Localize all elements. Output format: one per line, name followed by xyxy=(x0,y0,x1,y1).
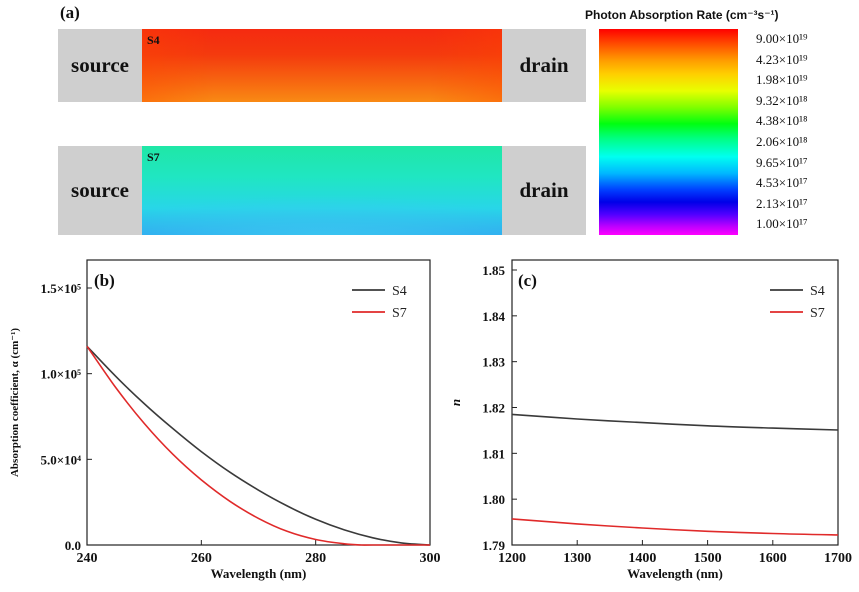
x-axis-label-c: Wavelength (nm) xyxy=(627,566,723,581)
drain-contact-s7: drain xyxy=(502,146,586,235)
x-tick-label-c: 1600 xyxy=(759,551,787,566)
colorbar-tick-label: 2.13×10¹⁷ xyxy=(756,195,808,211)
y-axis-label-b: Absorption coefficient, α (cm⁻¹) xyxy=(9,328,21,477)
y-tick-label-b: 1.5×10⁵ xyxy=(40,281,81,296)
colorbar-tick-label: 9.65×10¹⁷ xyxy=(756,154,808,170)
x-tick-label-c: 1200 xyxy=(498,551,526,566)
y-tick-label-c: 1.80 xyxy=(482,492,505,507)
y-tick-label-c: 1.82 xyxy=(482,401,505,416)
colorbar-title: Photon Absorption Rate (cm⁻³s⁻¹) xyxy=(585,8,779,22)
legend-label-b-s4: S4 xyxy=(392,284,407,299)
x-tick-label-c: 1400 xyxy=(628,551,656,566)
colorbar-tick-label: 9.32×10¹⁸ xyxy=(756,92,808,108)
y-tick-label-b: 5.0×10⁴ xyxy=(40,452,81,467)
y-axis-label-c: n xyxy=(448,399,463,406)
y-tick-label-b: 1.0×10⁵ xyxy=(40,367,81,382)
source-contact-s4: source xyxy=(58,29,142,102)
series-line-c-s4 xyxy=(511,413,839,431)
channel-label-s4: S4 xyxy=(147,33,160,47)
plot-frame-c xyxy=(511,259,839,546)
plot-frame-b xyxy=(86,259,431,546)
colorbar-tick-label: 4.23×10¹⁹ xyxy=(756,51,808,67)
channel-s7-heatmap xyxy=(142,146,502,235)
colorbar-tick-label: 4.53×10¹⁷ xyxy=(756,175,808,191)
panel-label-c: (c) xyxy=(518,271,537,290)
x-tick-label-b: 240 xyxy=(77,551,98,566)
y-tick-label-b: 0.0 xyxy=(65,538,81,553)
channel-label-s7: S7 xyxy=(147,150,160,164)
x-axis-label-b: Wavelength (nm) xyxy=(211,566,307,581)
colorbar-tick-label: 4.38×10¹⁸ xyxy=(756,113,808,129)
legend-label-c-s4: S4 xyxy=(810,284,825,299)
legend-label-b-s7: S7 xyxy=(392,306,407,321)
y-tick-label-c: 1.84 xyxy=(482,309,505,324)
y-tick-label-c: 1.85 xyxy=(482,263,505,278)
x-tick-label-b: 300 xyxy=(420,551,441,566)
panel-label-b: (b) xyxy=(94,271,115,290)
series-line-b-s4 xyxy=(86,345,431,546)
colorbar-tick-label: 1.98×10¹⁹ xyxy=(756,72,808,88)
colorbar-tick-label: 2.06×10¹⁸ xyxy=(756,134,808,149)
colorbar xyxy=(599,29,738,235)
x-tick-label-c: 1300 xyxy=(563,551,591,566)
series-line-b-s7 xyxy=(86,345,430,546)
source-contact-s7: source xyxy=(58,146,142,235)
colorbar-tick-label: 1.00×10¹⁷ xyxy=(756,216,808,232)
legend-label-c-s7: S7 xyxy=(810,306,825,321)
drain-contact-s4: drain xyxy=(502,29,586,102)
x-tick-label-b: 260 xyxy=(191,551,212,566)
panel-a-label: (a) xyxy=(60,3,80,22)
y-tick-label-c: 1.83 xyxy=(482,355,505,370)
series-line-c-s7 xyxy=(511,518,839,536)
y-tick-label-c: 1.79 xyxy=(482,538,505,553)
y-tick-label-c: 1.81 xyxy=(482,446,505,461)
x-tick-label-b: 280 xyxy=(305,551,326,566)
channel-s4-heatmap xyxy=(142,29,502,102)
colorbar-tick-label: 9.00×10¹⁹ xyxy=(756,31,808,46)
x-tick-label-c: 1700 xyxy=(824,551,852,566)
x-tick-label-c: 1500 xyxy=(694,551,722,566)
